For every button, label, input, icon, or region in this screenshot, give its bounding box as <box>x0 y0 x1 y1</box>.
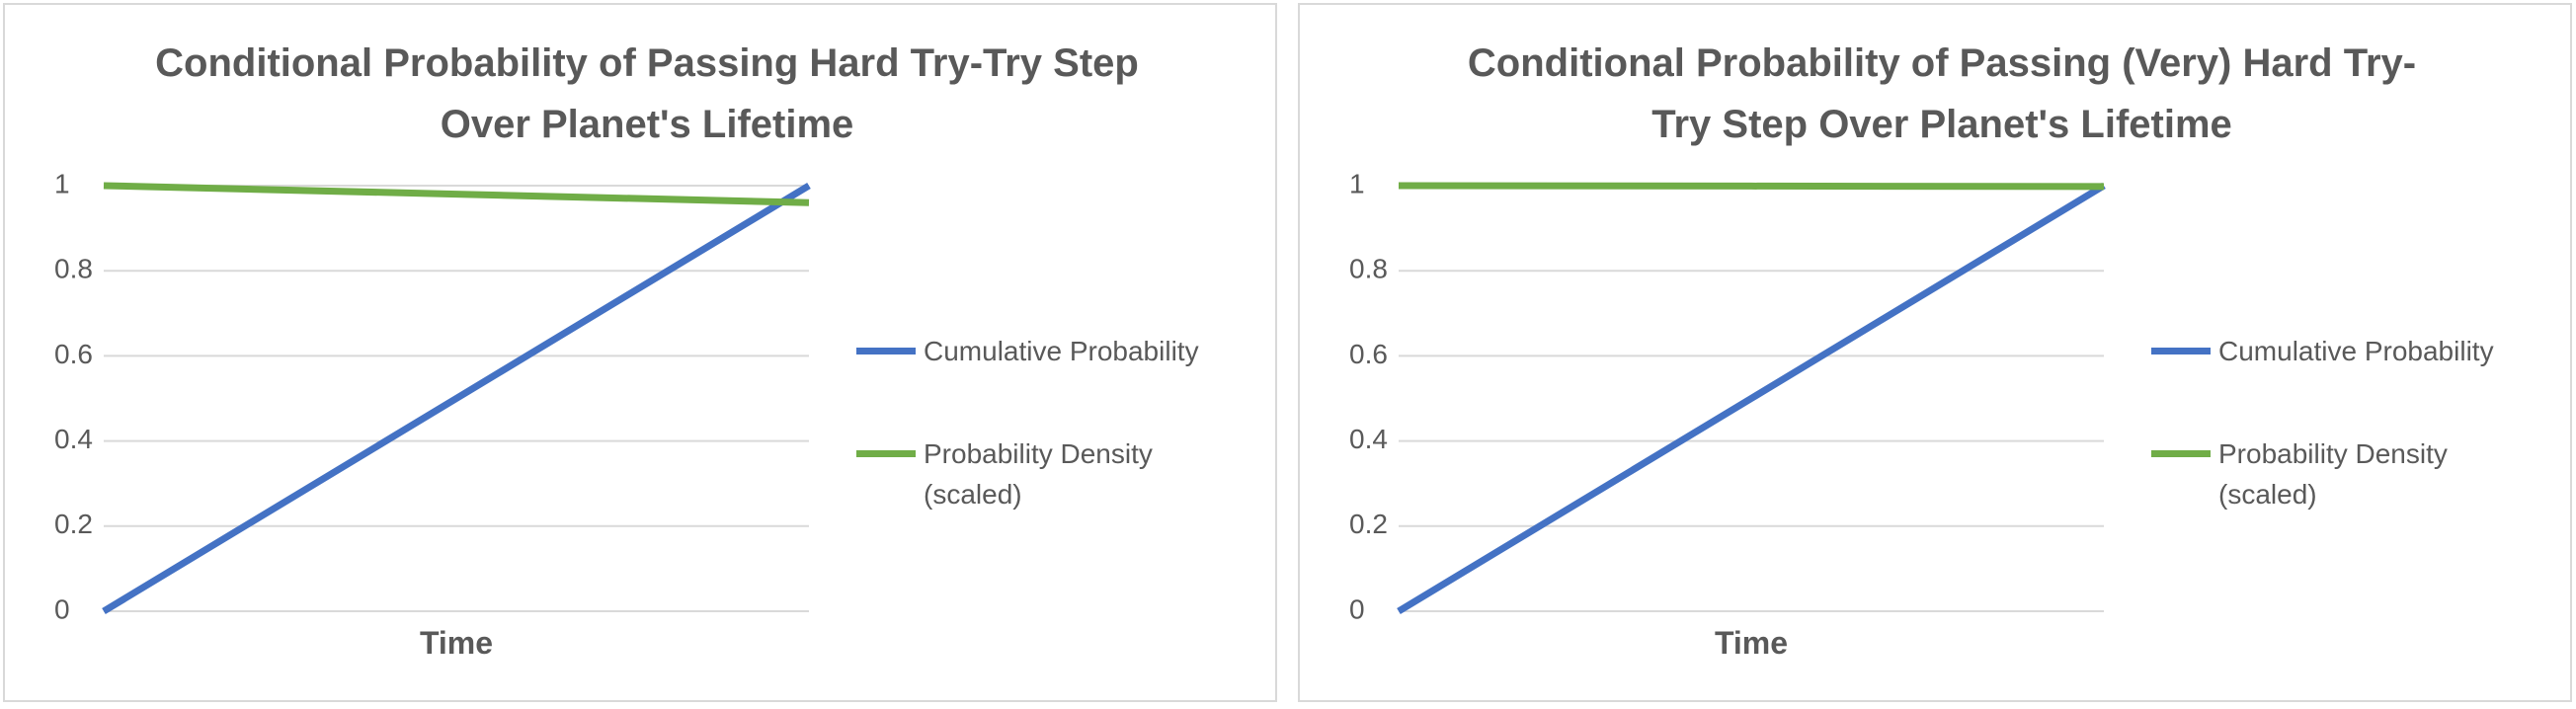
legend-label: Probability Density (scaled) <box>2218 438 2448 510</box>
chart-title: Conditional Probability of Passing (Very… <box>1467 41 2417 146</box>
legend-swatch <box>856 450 916 457</box>
legend-label: Probability Density (scaled) <box>924 438 1153 510</box>
legend-swatch <box>856 348 916 354</box>
data-line <box>102 183 811 614</box>
x-axis-label: Time <box>1714 625 1789 661</box>
y-tick-label: 0.4 <box>1349 424 1388 454</box>
x-axis-label: Time <box>419 625 494 661</box>
y-tick-label: 0.6 <box>1349 339 1388 369</box>
y-tick-label: 0.6 <box>54 339 93 369</box>
chart-panel: 0 0.2 0.4 0.6 0.8 1 Conditional Probability of… <box>1298 3 2572 702</box>
legend-swatch <box>2151 450 2211 457</box>
y-tick-label: 0 <box>1349 593 1365 624</box>
plot: 0 0.2 0.4 0.6 0.8 1 <box>54 168 811 624</box>
y-tick-label: 0.2 <box>54 509 93 539</box>
legend-swatch <box>2151 348 2211 354</box>
legend-label: Cumulative Probability <box>924 336 1199 366</box>
legend-label: Cumulative Probability <box>2218 336 2494 366</box>
chart-panel: 0 0.2 0.4 0.6 0.8 1 Conditional Probability of… <box>3 3 1277 702</box>
plot: 0 0.2 0.4 0.6 0.8 1 <box>1349 168 2106 624</box>
data-line <box>1397 183 2106 614</box>
y-tick-label: 0.8 <box>1349 254 1388 284</box>
y-tick-label: 0.8 <box>54 254 93 284</box>
y-tick-label: 0.2 <box>1349 509 1388 539</box>
y-tick-label: 1 <box>54 168 70 198</box>
chart-title: Conditional Probability of Passing Hard … <box>155 41 1139 146</box>
y-tick-label: 0 <box>54 593 70 624</box>
y-tick-label: 1 <box>1349 168 1365 198</box>
y-tick-label: 0.4 <box>54 424 93 454</box>
data-line <box>1398 182 2105 191</box>
data-line <box>103 182 810 206</box>
